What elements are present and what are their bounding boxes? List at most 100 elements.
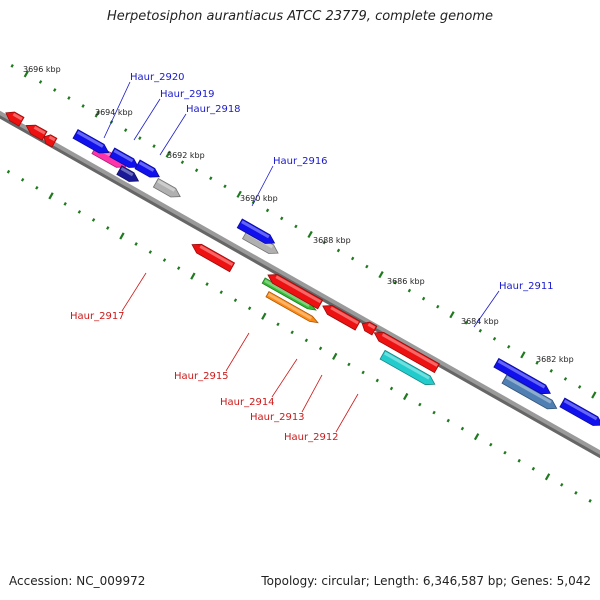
reverse-scale-tick: [361, 371, 364, 375]
reverse-scale-tick: [234, 298, 237, 302]
reverse-scale-tick: [149, 250, 152, 254]
gene-features: [0, 88, 600, 510]
gene-label-Haur_2919: Haur_2919: [160, 89, 215, 100]
gene-label-leader: [302, 375, 322, 412]
forward-scale-tick: [223, 184, 226, 188]
reverse-scale-tick: [119, 232, 124, 239]
reverse-scale-tick: [489, 443, 492, 447]
forward-scale-tick: [408, 289, 411, 293]
reverse-scale-tick: [21, 178, 24, 182]
reverse-scale-tick: [35, 186, 38, 190]
gene-unlabeled-forward: [560, 398, 600, 429]
gene-label-Haur_2916: Haur_2916: [273, 156, 328, 167]
reverse-scale-tick: [78, 210, 81, 214]
reverse-scale-tick: [106, 226, 109, 230]
forward-scale-tick: [422, 297, 425, 301]
forward-scale-tick: [81, 104, 84, 108]
forward-scale-tick: [181, 160, 184, 164]
reverse-scale-tick: [418, 403, 421, 407]
forward-scale-tick: [449, 311, 454, 318]
forward-scale-tick: [67, 96, 70, 100]
forward-scale-tick: [550, 369, 553, 373]
forward-scale-tick: [209, 176, 212, 180]
reverse-scale-tick: [332, 353, 337, 360]
genome-stats-label: Topology: circular; Length: 6,346,587 bp…: [261, 574, 591, 588]
gene-label-Haur_2915: Haur_2915: [174, 371, 229, 382]
reverse-scale-tick: [177, 266, 180, 270]
accession-label: Accession: NC_009972: [9, 574, 145, 588]
reverse-scale-tick: [376, 379, 379, 383]
gene-label-leader: [134, 99, 160, 140]
forward-scale-tick: [436, 305, 439, 309]
forward-scale-tick: [195, 168, 198, 172]
reverse-scale-tick: [432, 411, 435, 415]
forward-scale-tick: [365, 265, 368, 269]
scale-tick-label: 3696 kbp: [23, 65, 61, 74]
forward-scale-tick: [280, 217, 283, 221]
forward-scale-tick: [294, 225, 297, 229]
forward-scale-tick: [10, 64, 13, 68]
scale-tick-label: 3688 kbp: [313, 236, 351, 245]
reverse-scale-tick: [461, 427, 464, 431]
gene-label-leader: [336, 394, 358, 432]
scale-tick-label: 3692 kbp: [167, 151, 205, 160]
reverse-scale-tick: [588, 499, 591, 503]
forward-scale-tick: [520, 351, 525, 358]
forward-scale-tick: [39, 80, 42, 84]
gene-unlabeled-forward: [135, 160, 162, 181]
reverse-scale-tick: [290, 330, 293, 334]
reverse-scale-tick: [64, 202, 67, 206]
reverse-scale-tick: [276, 322, 279, 326]
reverse-scale-tick: [248, 306, 251, 310]
reverse-scale-tick: [163, 258, 166, 262]
reverse-scale-tick: [503, 451, 506, 455]
forward-scale-tick: [266, 209, 269, 213]
reverse-scale-tick: [560, 483, 563, 487]
gene-Haur_2918: [153, 178, 182, 200]
forward-scale-tick: [493, 337, 496, 341]
reverse-scale-tick: [7, 170, 10, 174]
reverse-scale-tick: [403, 393, 408, 400]
scale-tick-label: 3690 kbp: [240, 194, 278, 203]
reverse-scale-tick: [220, 290, 223, 294]
forward-scale-tick: [307, 231, 312, 238]
gene-label-Haur_2917: Haur_2917: [70, 311, 125, 322]
gene-label-leader: [160, 114, 186, 155]
reverse-scale-tick: [574, 491, 577, 495]
forward-scale-tick: [53, 88, 56, 92]
reverse-scale-tick: [305, 338, 308, 342]
gene-label-leader: [272, 359, 297, 397]
scale-tick-label: 3694 kbp: [95, 108, 133, 117]
reverse-scale-tick: [319, 347, 322, 351]
reverse-scale-tick: [190, 273, 195, 280]
forward-scale-tick: [124, 128, 127, 132]
gene-label-Haur_2912: Haur_2912: [284, 432, 339, 443]
forward-scale-tick: [351, 257, 354, 261]
forward-scale-tick: [138, 136, 141, 140]
scale-tick-label: 3682 kbp: [536, 355, 574, 364]
reverse-scale-tick: [134, 242, 137, 246]
reverse-scale-tick: [347, 363, 350, 367]
forward-scale-tick: [378, 271, 383, 278]
gene-label-leader: [226, 333, 249, 371]
forward-scale-tick: [479, 329, 482, 333]
forward-scale-tick: [591, 391, 596, 398]
reverse-scale-tick: [390, 387, 393, 391]
forward-scale-tick: [564, 377, 567, 381]
reverse-scale-tick: [205, 282, 208, 286]
forward-scale-tick: [152, 144, 155, 148]
scale-tick-label: 3686 kbp: [387, 277, 425, 286]
gene-label-Haur_2911: Haur_2911: [499, 281, 554, 292]
forward-scale-tick: [337, 249, 340, 253]
reverse-scale-tick: [532, 467, 535, 471]
reverse-scale-tick: [261, 313, 266, 320]
gene-label-Haur_2914: Haur_2914: [220, 397, 275, 408]
gene-label-Haur_2918: Haur_2918: [186, 104, 241, 115]
gene-label-leader: [122, 273, 146, 311]
forward-scale-tick: [578, 385, 581, 389]
gene-label-Haur_2913: Haur_2913: [250, 412, 305, 423]
reverse-scale-tick: [474, 433, 479, 440]
gene-label-Haur_2920: Haur_2920: [130, 72, 185, 83]
reverse-scale-tick: [517, 459, 520, 463]
